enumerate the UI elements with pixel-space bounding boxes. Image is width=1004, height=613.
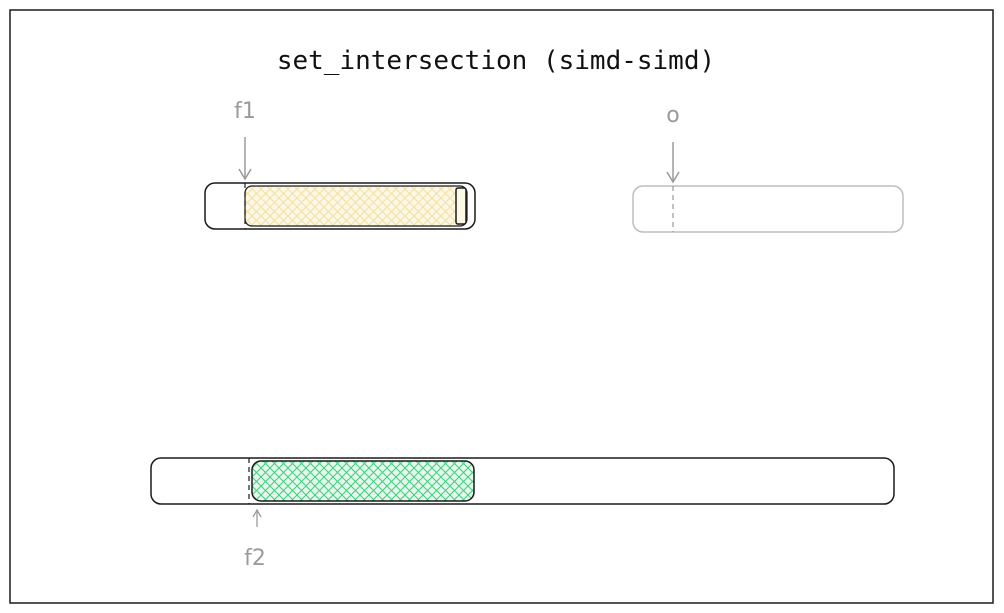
f2-buffer-outline (150, 457, 895, 505)
output-label: o (666, 103, 679, 128)
output-buffer (632, 185, 904, 233)
output-pointer: o (666, 103, 680, 184)
f1-arrow-head (238, 168, 252, 181)
f1-buffer (204, 182, 476, 230)
f1-label: f1 (234, 99, 256, 124)
diagram-frame (9, 9, 994, 604)
f2-pointer: f2 (244, 508, 266, 571)
f2-arrow-head (252, 508, 262, 518)
f2-selected-range (251, 460, 475, 502)
f1-selected-range (244, 185, 468, 227)
f2-buffer (150, 457, 895, 505)
output-arrow-head (666, 171, 680, 184)
f1-buffer-outline (204, 182, 476, 230)
diagram-title: set_intersection (simd-simd) (277, 46, 715, 76)
f2-label: f2 (244, 546, 266, 571)
f1-end-marker (455, 187, 467, 225)
output-buffer-outline (632, 185, 904, 233)
f1-pointer: f1 (234, 99, 256, 181)
